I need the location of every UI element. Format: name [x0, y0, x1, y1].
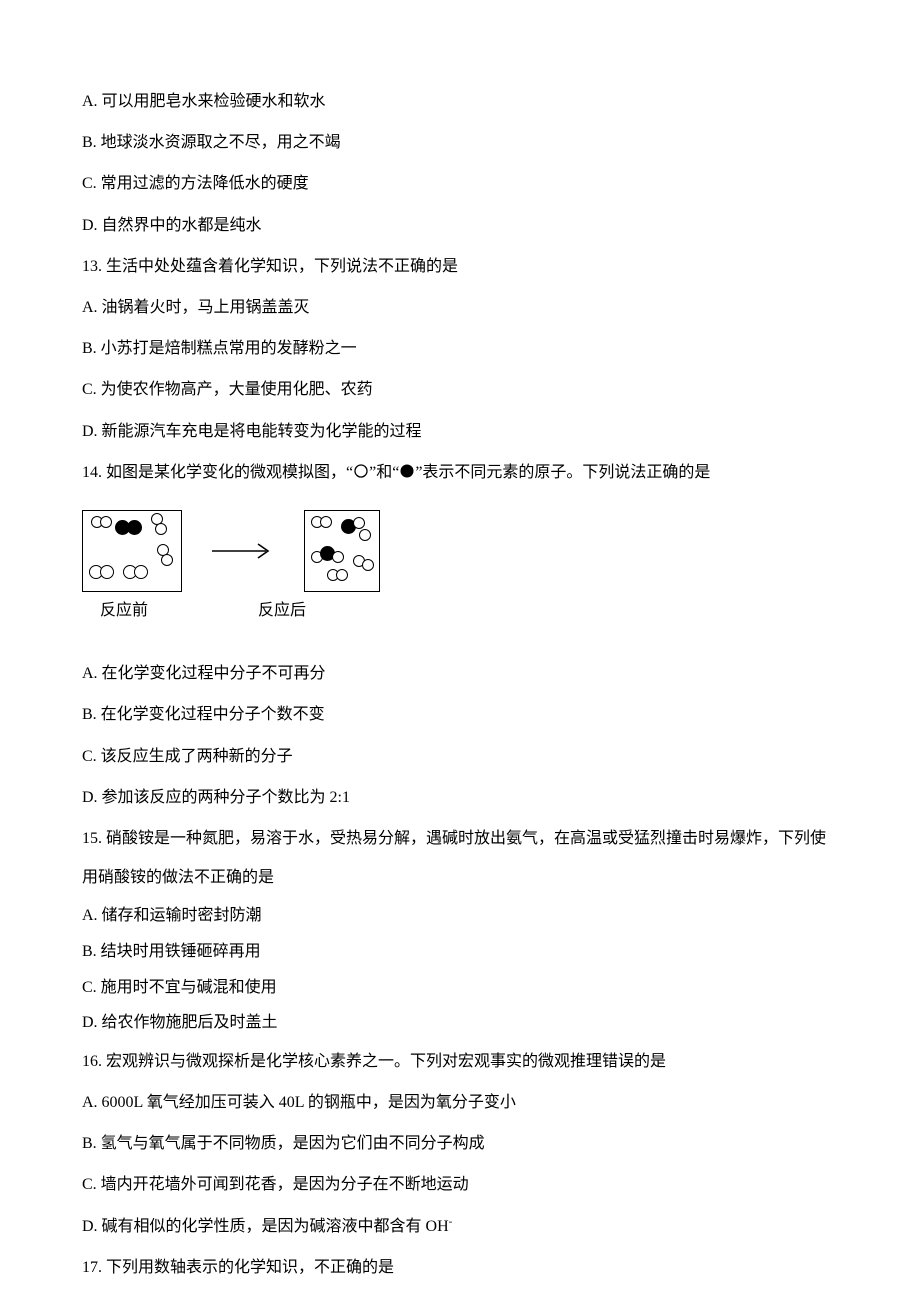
q14-diagram: 反应前 反应后 [82, 510, 838, 622]
filled-circle-icon [399, 463, 415, 479]
q14-stem: 14. 如图是某化学变化的微观模拟图，“ ”和“ ”表示不同元素的原子。下列说法正确… [82, 453, 838, 492]
open-circle-icon [353, 463, 369, 479]
q13-option-c: C. 为使农作物高产，大量使用化肥、农药 [82, 370, 838, 409]
q12-option-d: D. 自然界中的水都是纯水 [82, 206, 838, 245]
diagram-label-before: 反应前 [100, 600, 148, 622]
q16-option-d: D. 碱有相似的化学性质，是因为碱溶液中都含有 OH- [82, 1207, 838, 1246]
q12-option-c: C. 常用过滤的方法降低水的硬度 [82, 164, 838, 203]
q16-option-d-text: D. 碱有相似的化学性质，是因为碱溶液中都含有 OH [82, 1218, 449, 1235]
q15-option-c: C. 施用时不宜与碱混和使用 [82, 971, 838, 1005]
q13-option-b: B. 小苏打是焙制糕点常用的发酵粉之一 [82, 329, 838, 368]
arrow-icon [210, 539, 276, 563]
diagram-label-after: 反应后 [258, 600, 306, 622]
q15-option-a: A. 储存和运输时密封防潮 [82, 899, 838, 933]
q14-stem-part-c: ”表示不同元素的原子。下列说法正确的是 [415, 464, 710, 481]
q16-option-c: C. 墙内开花墙外可闻到花香，是因为分子在不断地运动 [82, 1165, 838, 1204]
diagram-box-after [304, 510, 380, 592]
q17-stem: 17. 下列用数轴表示的化学知识，不正确的是 [82, 1248, 838, 1287]
q14-option-a: A. 在化学变化过程中分子不可再分 [82, 654, 838, 693]
q13-option-a: A. 油锅着火时，马上用锅盖盖灭 [82, 288, 838, 327]
q15-option-b: B. 结块时用铁锤砸碎再用 [82, 935, 838, 969]
q12-option-b: B. 地球淡水资源取之不尽，用之不竭 [82, 123, 838, 162]
q12-option-a: A. 可以用肥皂水来检验硬水和软水 [82, 82, 838, 121]
q14-option-c: C. 该反应生成了两种新的分子 [82, 737, 838, 776]
q15-option-d: D. 给农作物施肥后及时盖土 [82, 1006, 838, 1040]
q13-option-d: D. 新能源汽车充电是将电能转变为化学能的过程 [82, 412, 838, 451]
q16-option-a: A. 6000L 氧气经加压可装入 40L 的钢瓶中，是因为氧分子变小 [82, 1083, 838, 1122]
q14-option-b: B. 在化学变化过程中分子个数不变 [82, 695, 838, 734]
q14-option-d: D. 参加该反应的两种分子个数比为 2:1 [82, 778, 838, 817]
q16-option-d-sup: - [449, 1215, 453, 1227]
q14-stem-part-a: 14. 如图是某化学变化的微观模拟图，“ [82, 464, 353, 481]
q16-stem: 16. 宏观辨识与微观探析是化学核心素养之一。下列对宏观事实的微观推理错误的是 [82, 1042, 838, 1081]
q13-stem: 13. 生活中处处蕴含着化学知识，下列说法不正确的是 [82, 247, 838, 286]
q16-option-b: B. 氢气与氧气属于不同物质，是因为它们由不同分子构成 [82, 1124, 838, 1163]
diagram-box-before [82, 510, 182, 592]
q14-stem-part-b: ”和“ [369, 464, 399, 481]
q15-stem: 15. 硝酸铵是一种氮肥，易溶于水，受热易分解，遇碱时放出氨气，在高温或受猛烈撞… [82, 819, 838, 897]
